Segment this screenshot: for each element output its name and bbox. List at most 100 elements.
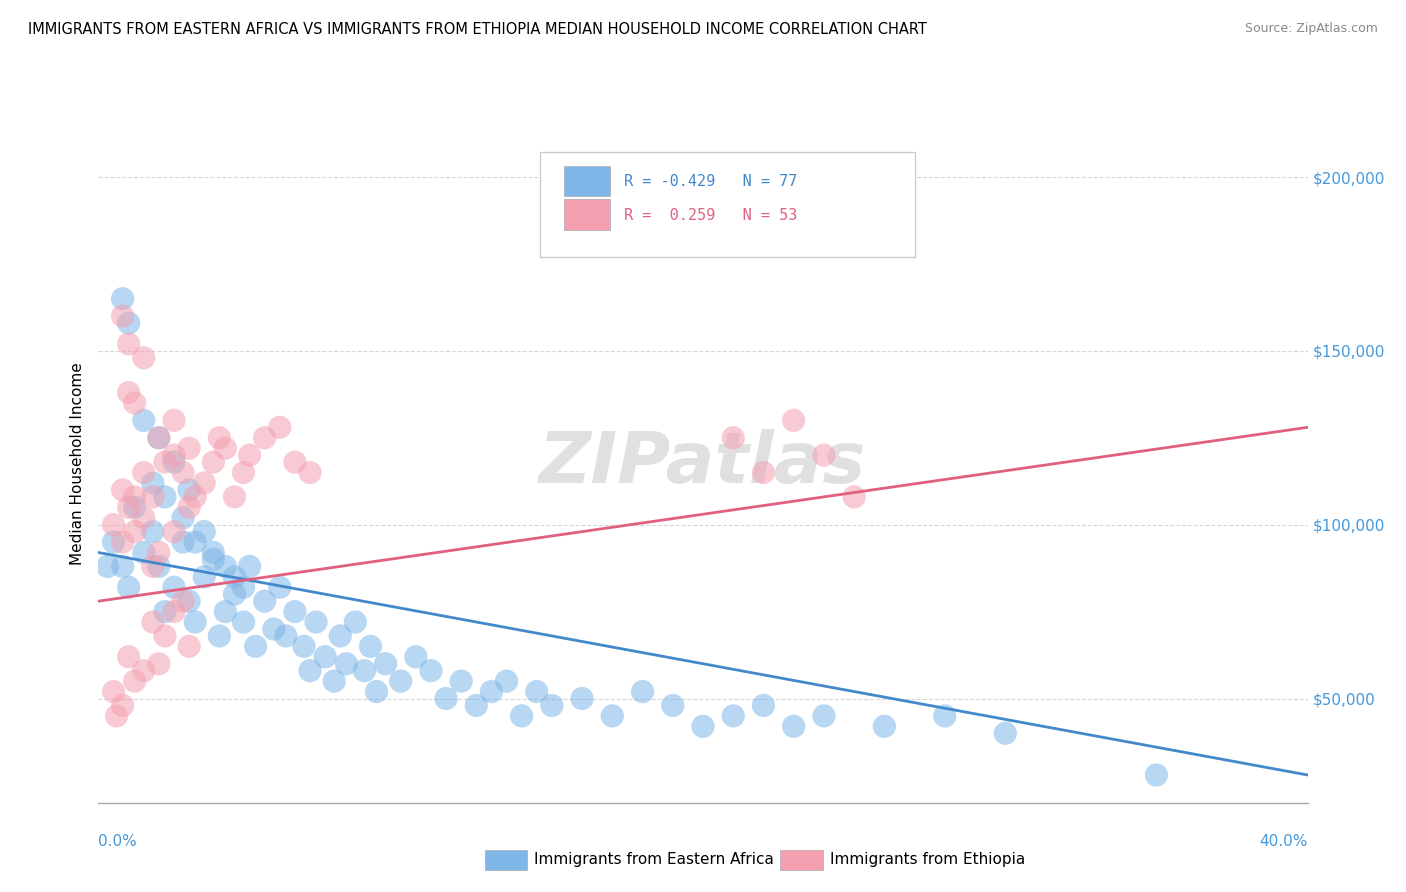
Point bbox=[292, 640, 315, 654]
Point bbox=[269, 580, 291, 594]
Point bbox=[360, 640, 382, 654]
Point bbox=[269, 420, 291, 434]
Point bbox=[184, 490, 207, 504]
Point bbox=[284, 455, 307, 469]
Point bbox=[124, 490, 146, 504]
Point bbox=[232, 580, 254, 594]
Point bbox=[142, 490, 165, 504]
FancyBboxPatch shape bbox=[540, 152, 915, 257]
Point bbox=[994, 726, 1017, 740]
Point bbox=[934, 709, 956, 723]
Point bbox=[723, 709, 745, 723]
Text: 0.0%: 0.0% bbox=[98, 834, 138, 849]
Point bbox=[571, 691, 593, 706]
FancyBboxPatch shape bbox=[564, 200, 610, 230]
Text: Immigrants from Eastern Africa: Immigrants from Eastern Africa bbox=[534, 853, 775, 867]
Point bbox=[103, 684, 125, 698]
Point bbox=[142, 475, 165, 490]
Point bbox=[103, 535, 125, 549]
Point bbox=[299, 664, 322, 678]
Point bbox=[813, 709, 835, 723]
Point bbox=[179, 640, 201, 654]
Y-axis label: Median Household Income: Median Household Income bbox=[69, 362, 84, 566]
Point bbox=[239, 448, 262, 462]
Point bbox=[132, 664, 155, 678]
Point bbox=[335, 657, 357, 671]
Point bbox=[526, 684, 548, 698]
Point bbox=[263, 622, 285, 636]
Point bbox=[253, 594, 276, 608]
Point bbox=[118, 580, 141, 594]
Point bbox=[1144, 768, 1167, 782]
Point bbox=[132, 351, 155, 365]
Point bbox=[142, 524, 165, 539]
Point bbox=[163, 605, 186, 619]
Text: Immigrants from Ethiopia: Immigrants from Ethiopia bbox=[830, 853, 1025, 867]
Point bbox=[132, 413, 155, 427]
Point bbox=[783, 413, 806, 427]
Point bbox=[148, 431, 170, 445]
Point bbox=[124, 396, 146, 410]
Point bbox=[118, 649, 141, 664]
Point bbox=[214, 605, 236, 619]
Point bbox=[214, 441, 236, 455]
Point bbox=[118, 385, 141, 400]
Point bbox=[172, 466, 194, 480]
Point bbox=[389, 674, 412, 689]
Point bbox=[163, 448, 186, 462]
Point bbox=[163, 580, 186, 594]
Point bbox=[314, 649, 336, 664]
Point bbox=[153, 629, 176, 643]
Point bbox=[662, 698, 685, 713]
Point bbox=[142, 615, 165, 629]
Point bbox=[148, 431, 170, 445]
Point bbox=[184, 535, 207, 549]
Point bbox=[153, 490, 176, 504]
Text: Source: ZipAtlas.com: Source: ZipAtlas.com bbox=[1244, 22, 1378, 36]
Point bbox=[344, 615, 367, 629]
Point bbox=[481, 684, 503, 698]
Point bbox=[184, 615, 207, 629]
Point bbox=[103, 517, 125, 532]
Point bbox=[163, 455, 186, 469]
Point bbox=[631, 684, 654, 698]
Point bbox=[232, 466, 254, 480]
Point bbox=[465, 698, 488, 713]
Point bbox=[844, 490, 866, 504]
Point bbox=[299, 466, 322, 480]
Point bbox=[148, 657, 170, 671]
Point bbox=[111, 559, 134, 574]
Point bbox=[495, 674, 517, 689]
Point bbox=[172, 535, 194, 549]
Point bbox=[179, 483, 201, 497]
Point bbox=[105, 709, 128, 723]
Point bbox=[111, 292, 134, 306]
Point bbox=[253, 431, 276, 445]
Point bbox=[132, 466, 155, 480]
Point bbox=[224, 587, 246, 601]
Text: ZIPatlas: ZIPatlas bbox=[540, 429, 866, 499]
Point bbox=[208, 629, 231, 643]
Point bbox=[239, 559, 262, 574]
Point bbox=[179, 441, 201, 455]
Point bbox=[163, 524, 186, 539]
Point bbox=[274, 629, 297, 643]
Point bbox=[602, 709, 624, 723]
Point bbox=[202, 455, 225, 469]
Point bbox=[118, 337, 141, 351]
Point bbox=[752, 466, 775, 480]
Point bbox=[374, 657, 396, 671]
Point bbox=[323, 674, 346, 689]
Point bbox=[783, 719, 806, 733]
Point bbox=[510, 709, 533, 723]
Point bbox=[172, 510, 194, 524]
Point bbox=[124, 674, 146, 689]
Point bbox=[752, 698, 775, 713]
Point bbox=[305, 615, 328, 629]
Point bbox=[450, 674, 472, 689]
Point bbox=[353, 664, 375, 678]
Point bbox=[193, 524, 215, 539]
Point bbox=[540, 698, 562, 713]
Point bbox=[153, 455, 176, 469]
Point bbox=[96, 559, 118, 574]
